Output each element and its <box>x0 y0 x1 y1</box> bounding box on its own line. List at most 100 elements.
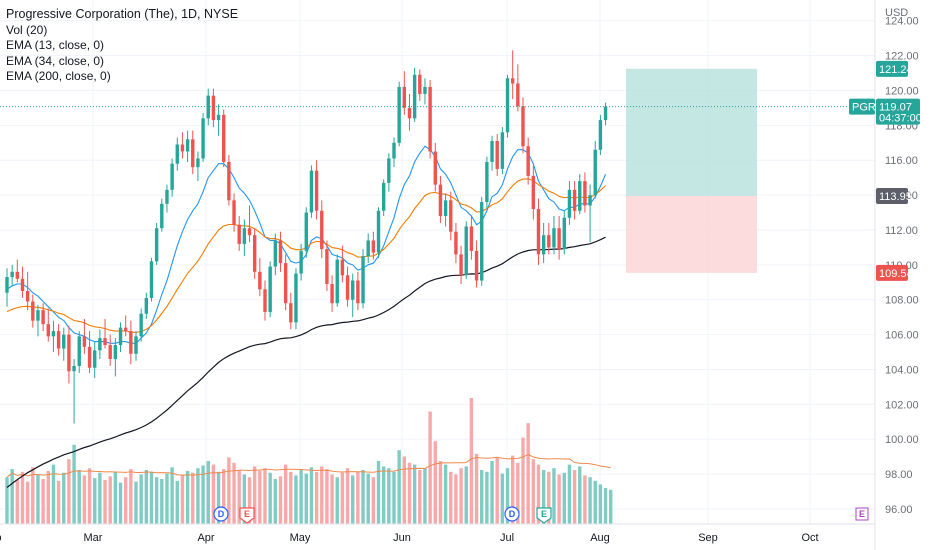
volume-bar <box>149 471 154 524</box>
candle <box>299 243 303 281</box>
volume-bar <box>170 467 174 524</box>
candle-body <box>547 235 551 248</box>
candle <box>480 196 484 286</box>
candle-body <box>588 195 592 206</box>
price-tick-label: 106.00 <box>885 330 919 342</box>
candle <box>129 320 133 365</box>
candle <box>113 338 118 377</box>
candle-body <box>521 106 525 147</box>
candle-body <box>139 313 143 337</box>
candle-body <box>536 209 541 255</box>
candle-body <box>278 240 283 264</box>
price-axis[interactable]: 96.00 98.00 100.00 102.00 104.00 106.00 108.00… <box>885 16 919 516</box>
volume-bar <box>108 476 112 524</box>
candle-body <box>206 95 210 119</box>
volume-bar <box>211 464 216 524</box>
time-axis[interactable]: Feb Mar Apr May Jun Jul Aug Sep Oct <box>0 532 819 544</box>
symbol-tag-bg <box>849 98 875 115</box>
candle <box>20 266 25 298</box>
price-tick-label: 100.00 <box>885 434 919 446</box>
volume-bar <box>67 459 71 524</box>
candle <box>325 240 329 291</box>
volume-bar <box>335 477 339 524</box>
volume-bar <box>428 411 432 524</box>
volume-bar <box>598 484 603 524</box>
candle <box>526 137 530 185</box>
volume-bar <box>583 475 587 524</box>
candle <box>87 331 92 373</box>
candle <box>397 81 401 147</box>
time-tick-label: Aug <box>590 532 610 544</box>
candle-body <box>160 203 164 229</box>
candle-body <box>325 249 329 285</box>
candle <box>93 341 97 379</box>
candle <box>227 154 231 206</box>
candle-body <box>185 139 190 152</box>
candle-body <box>557 228 561 250</box>
candle-body <box>392 142 396 159</box>
price-tick-label: 116.00 <box>885 155 918 167</box>
volume-bar <box>320 466 324 524</box>
candle <box>361 249 365 309</box>
volume-bar <box>72 444 76 524</box>
entry-price-tag-bg <box>876 187 908 204</box>
candle-body <box>149 261 154 298</box>
candle-body <box>180 144 185 152</box>
candle <box>36 304 40 337</box>
candle-body <box>268 266 272 312</box>
candle-body <box>474 250 479 281</box>
candle-body <box>516 83 520 107</box>
ema200-line <box>6 236 606 488</box>
candle <box>510 50 515 100</box>
candle-body <box>118 327 123 346</box>
volume-bar <box>154 477 159 524</box>
candle <box>294 268 298 330</box>
earnings-badge[interactable]: E <box>536 507 552 524</box>
dividend-badge-circle <box>504 506 520 522</box>
risk-reward-zones[interactable] <box>626 68 757 273</box>
volume-bar <box>490 461 494 524</box>
volume-bar <box>340 472 345 524</box>
volume-bar <box>160 479 164 524</box>
candle <box>412 67 417 122</box>
earnings-badge-label: E <box>541 509 547 519</box>
candle-body <box>562 217 566 250</box>
volume-bar <box>459 468 463 524</box>
candle-body <box>356 280 360 304</box>
candle-body <box>5 277 9 293</box>
candle <box>51 320 56 353</box>
candle-body <box>113 345 118 360</box>
symbol-tag: PGR <box>852 102 876 114</box>
candle <box>108 334 112 366</box>
candle-body <box>87 346 92 368</box>
candle-body <box>526 146 530 176</box>
candle <box>258 257 262 297</box>
dividend-badge[interactable]: D <box>213 506 229 522</box>
legend-volume: Vol (20) <box>6 22 48 37</box>
volume-bar <box>578 466 582 524</box>
earnings-badge[interactable]: E <box>855 507 869 521</box>
price-tick-label: 108.00 <box>885 295 919 307</box>
candle <box>598 114 603 155</box>
time-tick-label: May <box>290 532 311 544</box>
volume-bar <box>103 479 107 524</box>
currency-label: USD <box>885 7 908 19</box>
candle-body <box>423 86 427 94</box>
dividend-badge[interactable]: D <box>504 506 520 522</box>
candle <box>289 292 293 330</box>
candle-body <box>294 273 298 323</box>
volume-bar <box>46 470 50 524</box>
candle-body <box>351 280 355 300</box>
volume-bar <box>10 469 14 524</box>
candle-body <box>98 338 102 351</box>
candle-body <box>211 95 216 121</box>
candle-body <box>309 170 314 213</box>
volume-bar <box>123 477 128 524</box>
candle <box>521 97 525 154</box>
candle-body <box>480 202 484 281</box>
earnings-badge[interactable]: E <box>239 507 255 524</box>
volume-bar <box>191 472 195 524</box>
